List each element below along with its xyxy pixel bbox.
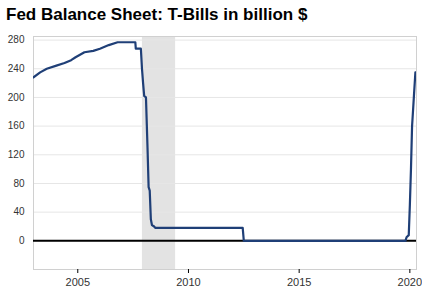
svg-text:2005: 2005 xyxy=(66,276,90,288)
svg-text:200: 200 xyxy=(8,92,25,103)
svg-text:120: 120 xyxy=(8,149,25,160)
svg-text:80: 80 xyxy=(13,178,25,189)
svg-text:2010: 2010 xyxy=(176,276,200,288)
svg-text:0: 0 xyxy=(19,235,25,246)
svg-text:240: 240 xyxy=(8,63,25,74)
svg-text:2020: 2020 xyxy=(398,276,422,288)
svg-text:160: 160 xyxy=(8,120,25,131)
svg-text:40: 40 xyxy=(13,206,25,217)
html-text:Fed Balance Sheet: T-Bills in: Fed Balance Sheet: T-Bills in billion $ xyxy=(6,5,308,24)
svg-text:2015: 2015 xyxy=(287,276,311,288)
svg-text:280: 280 xyxy=(8,34,25,45)
